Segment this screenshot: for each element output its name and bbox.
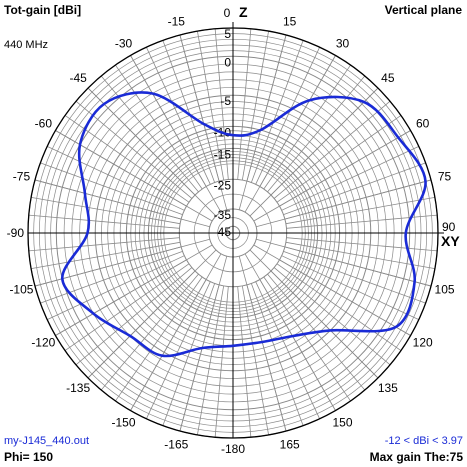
grid-spoke — [115, 64, 203, 190]
grid-spoke — [273, 100, 391, 199]
grid-spoke — [283, 162, 426, 216]
grid-spoke — [75, 267, 193, 366]
angle-tick-label: -105 — [9, 283, 33, 297]
grid-spoke — [250, 40, 304, 183]
xy-axis-label: XY — [441, 233, 460, 249]
angle-tick-label: 30 — [336, 36, 350, 50]
grid-spoke-major — [256, 238, 432, 287]
grid-spoke-major — [179, 256, 228, 432]
grid-spoke — [286, 237, 438, 252]
angle-tick-label: -30 — [115, 36, 133, 50]
radial-tick-label: 5 — [224, 27, 231, 41]
grid-spoke — [267, 75, 366, 193]
angle-tick-label: 120 — [413, 336, 433, 350]
grid-spoke — [197, 31, 225, 181]
angle-tick-label: 0 — [224, 6, 231, 20]
grid-spoke-major — [249, 249, 379, 379]
radial-tick-label: -45 — [214, 225, 232, 239]
grid-spoke-major — [87, 87, 217, 217]
radial-tick-label: -25 — [214, 178, 232, 192]
grid-spoke — [75, 100, 193, 199]
grid-spoke — [276, 263, 402, 351]
grid-spoke-major — [256, 179, 432, 228]
grid-spoke-major — [238, 34, 287, 210]
grid-spoke — [162, 40, 216, 183]
max-gain-label: Max gain The:75 — [369, 450, 463, 464]
grid-spoke — [100, 75, 199, 193]
angle-tick-label: -60 — [35, 117, 53, 131]
angle-tick-label: 60 — [416, 117, 430, 131]
angle-tick-label: -75 — [13, 169, 31, 183]
grid-spoke-major — [34, 179, 210, 228]
grid-spoke — [146, 281, 211, 419]
grid-spoke — [285, 197, 435, 225]
grid-spoke — [241, 285, 269, 435]
grid-spoke — [281, 255, 419, 320]
radial-tick-label: -15 — [214, 147, 232, 161]
phi-label: Phi= 150 — [4, 450, 54, 464]
angle-tick-label: 90 — [442, 220, 456, 234]
angle-tick-label: 15 — [283, 14, 297, 28]
chart-title: Tot-gain [dBi] — [4, 3, 82, 17]
grid-spoke — [40, 162, 183, 216]
grid-spoke — [146, 47, 211, 185]
grid-spoke — [283, 250, 426, 304]
grid-spoke — [31, 241, 181, 269]
angle-tick-label: -15 — [168, 14, 186, 28]
grid-spoke — [214, 28, 229, 180]
grid-spoke-major — [87, 249, 217, 379]
angle-tick-label: 105 — [435, 283, 455, 297]
grid-spoke — [40, 250, 183, 304]
grid-spoke — [28, 237, 180, 252]
grid-spoke — [281, 146, 419, 211]
grid-spoke — [214, 286, 229, 438]
grid-spoke — [241, 31, 269, 181]
grid-spoke — [255, 47, 320, 185]
grid-spoke — [47, 255, 185, 320]
angle-tick-label: 135 — [378, 381, 398, 395]
grid-spoke — [263, 64, 351, 190]
angle-tick-label: -150 — [111, 416, 135, 430]
plane-label: Vertical plane — [384, 3, 462, 17]
angle-tick-label: 150 — [332, 416, 352, 430]
radial-tick-label: -35 — [214, 208, 232, 222]
radial-tick-label: -5 — [220, 94, 231, 108]
grid-spoke — [28, 214, 180, 229]
angle-tick-label: 75 — [438, 169, 452, 183]
frequency-label: 440 MHz — [4, 39, 49, 51]
angle-tick-label: -90 — [7, 226, 25, 240]
angle-tick-label: -120 — [31, 336, 55, 350]
angle-tick-label: -165 — [164, 438, 188, 452]
grid-spoke — [47, 146, 185, 211]
angle-tick-label: 165 — [280, 438, 300, 452]
grid-spoke-major — [249, 87, 379, 217]
angle-tick-label: -135 — [66, 381, 90, 395]
grid-spoke — [237, 286, 252, 438]
grid-spoke — [100, 273, 199, 391]
grid-spoke — [255, 281, 320, 419]
angle-tick-label: -45 — [69, 71, 87, 85]
grid-spoke — [276, 115, 402, 203]
grid-spoke — [263, 276, 351, 402]
grid-spoke — [237, 28, 252, 180]
grid-spoke — [31, 197, 181, 225]
grid-spoke — [64, 263, 190, 351]
gain-range-label: -12 < dBi < 3.97 — [384, 435, 463, 447]
grid-spoke — [162, 283, 216, 426]
grid-spoke — [197, 285, 225, 435]
grid-spoke — [273, 267, 391, 366]
grid-spoke — [250, 283, 304, 426]
file-name-label: my-J145_440.out — [4, 435, 89, 447]
radial-tick-label: 0 — [224, 55, 231, 69]
angle-tick-label: 45 — [381, 71, 395, 85]
angle-tick-label: -180 — [221, 442, 245, 456]
grid-spoke — [115, 276, 203, 402]
grid-spoke — [285, 241, 435, 269]
z-axis-label: Z — [239, 4, 248, 20]
gain-pattern-trace — [61, 91, 427, 358]
